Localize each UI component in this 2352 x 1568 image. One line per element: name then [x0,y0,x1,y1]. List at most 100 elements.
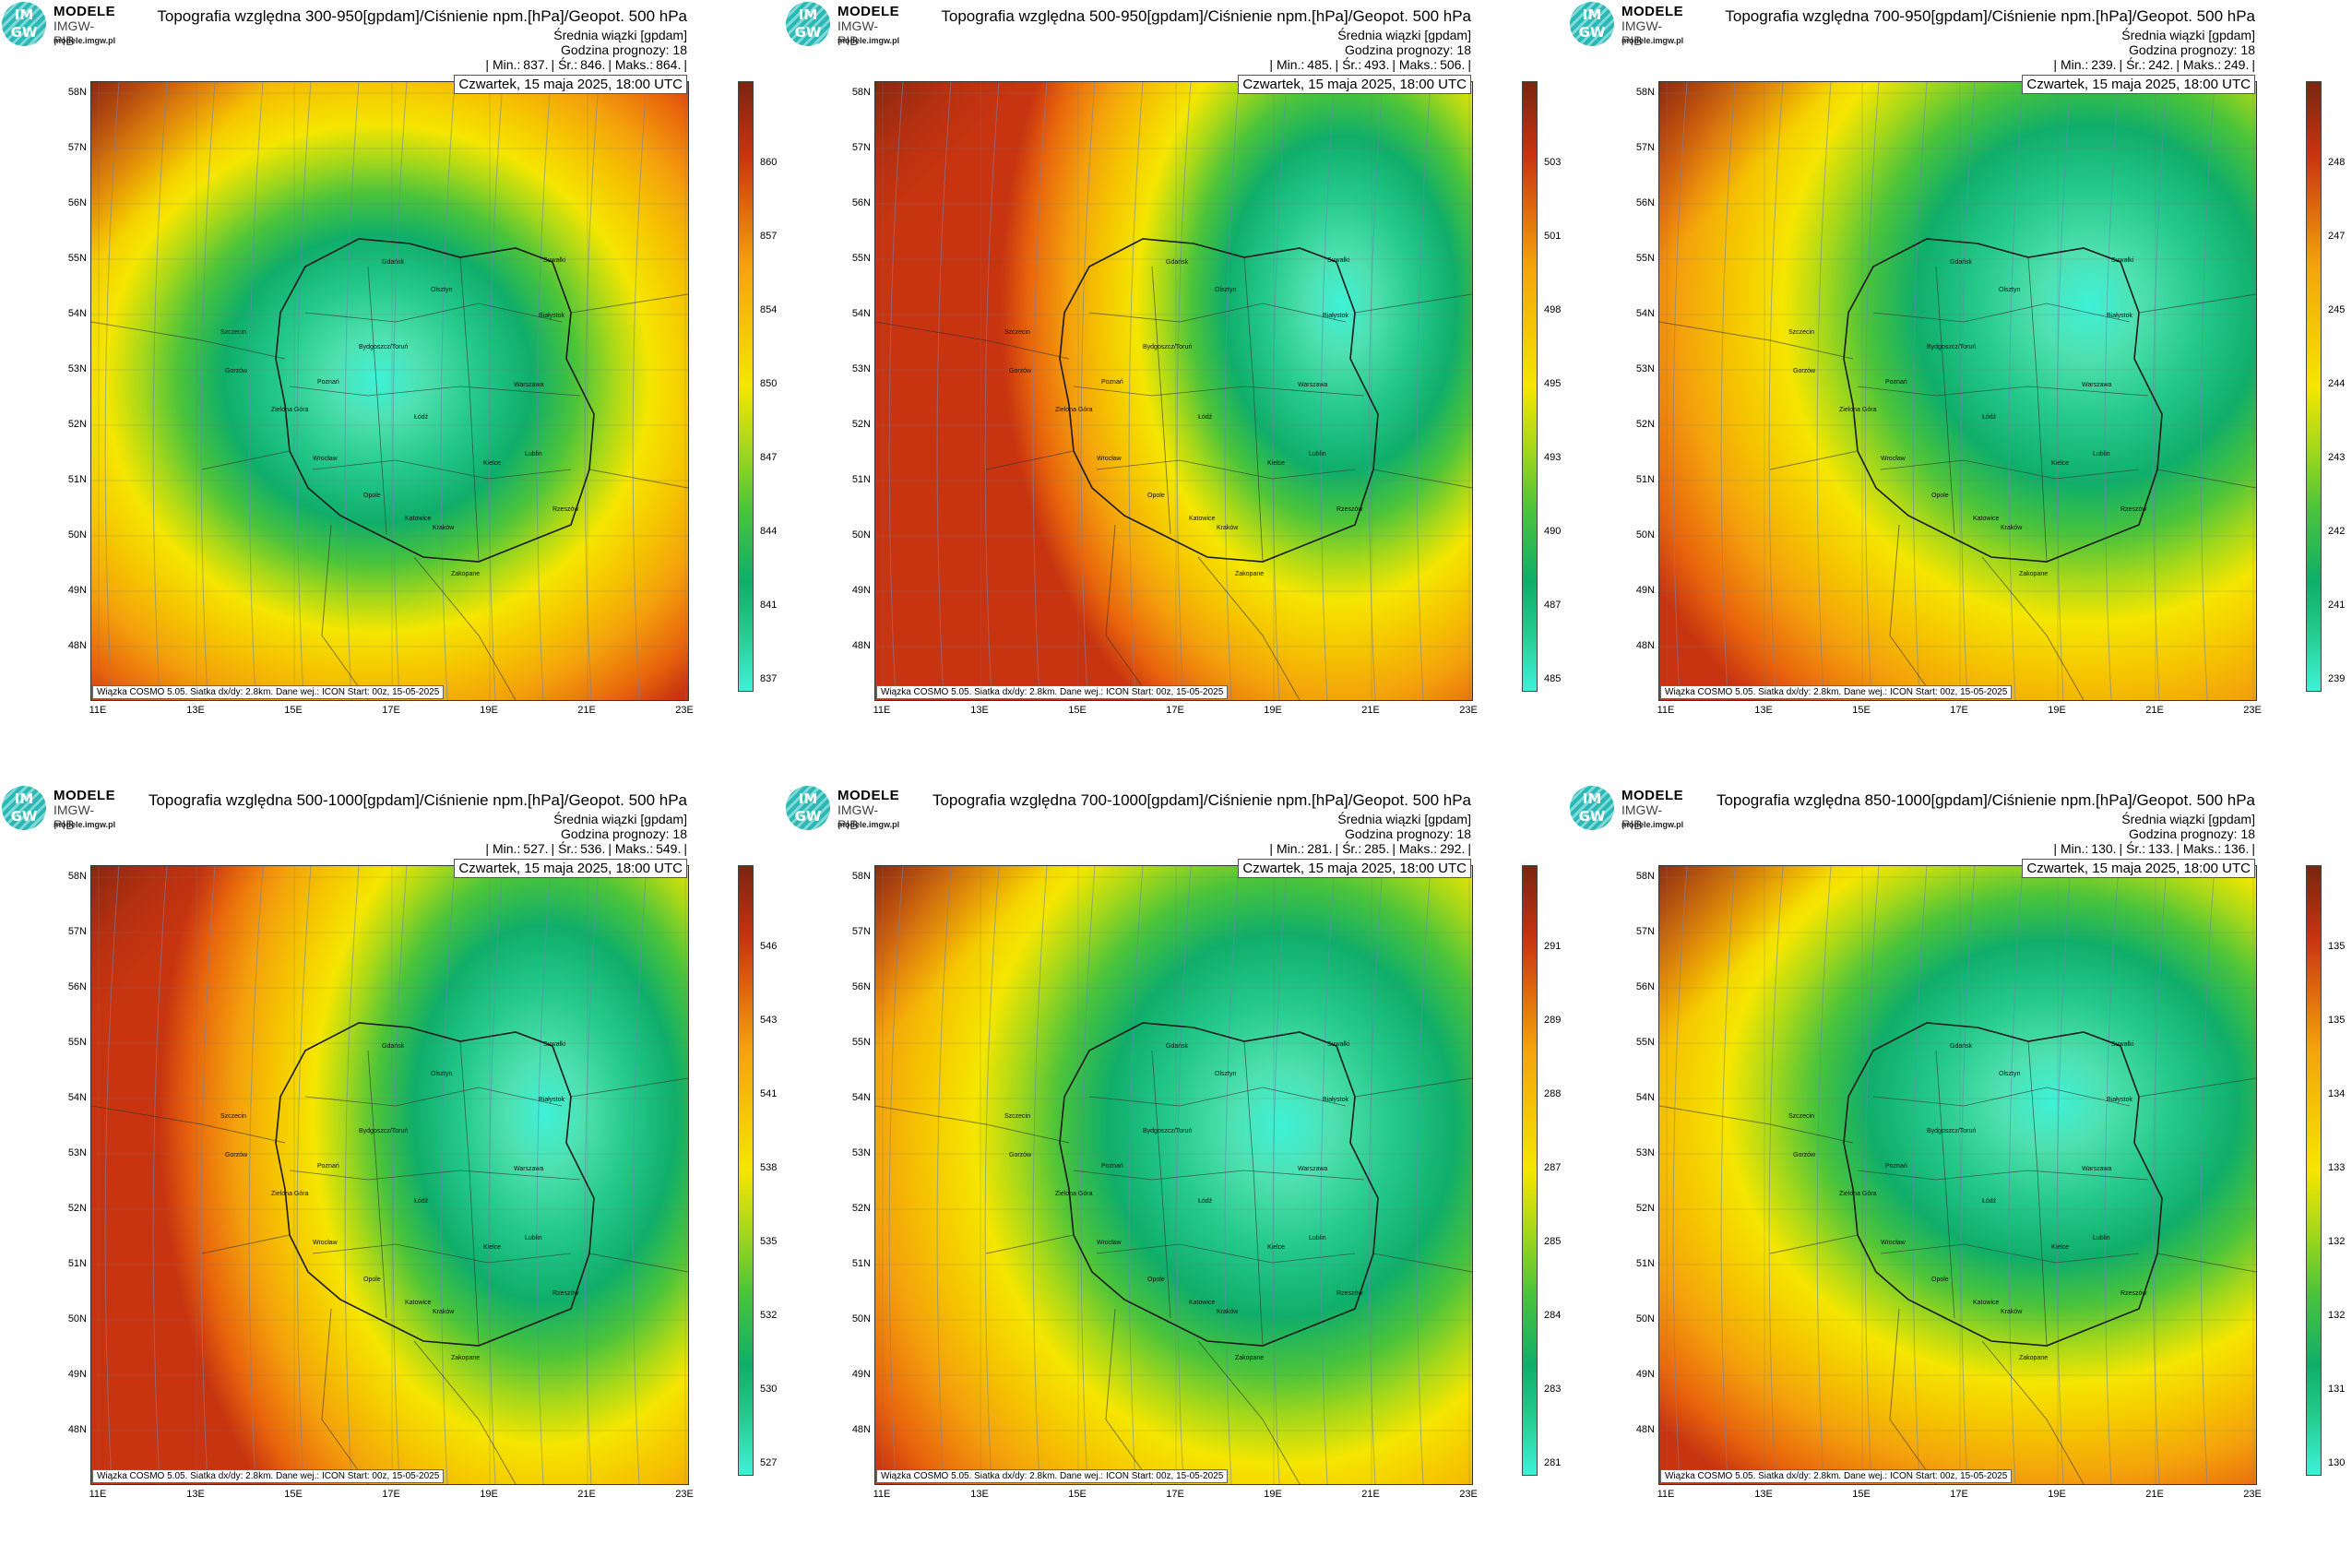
latitude-label: 58N [851,87,871,98]
country-border [1354,1077,1472,1098]
colorbar-label: 532 [760,1310,778,1321]
colorbar-label: 493 [1544,452,1562,463]
region-border [312,459,572,480]
isobar-line [888,866,904,1484]
imgw-logo: IM GW MODELE IMGW-PIB modele.imgw.pl [786,786,899,834]
latitude-label: 52N [67,1203,87,1214]
isobar-line [200,82,216,700]
map-canvas [91,82,688,700]
isobar-line [632,866,647,1484]
forecast-map: Gdańsk Olsztyn Białystok Szczecin Bydgoszcz/… [90,865,689,1485]
isobar-line [1768,82,1784,700]
stats-item: | Maks.: [608,841,654,856]
map-canvas [1659,866,2256,1484]
latitude-label: 53N [1635,363,1655,374]
city-label: Gdańsk [1950,1043,1973,1050]
isobar-line [1224,866,1240,1484]
stats-line: | Min.: 527. | Śr.: 536. | Maks.: 549. | [482,841,687,856]
isobar-line [392,866,408,1484]
region-border [459,256,480,563]
forecast-hour: Godzina prognozy: 18 [2129,42,2255,57]
latitude-label: 57N [1635,926,1655,937]
colorbar-label: 503 [1544,157,1562,168]
stats-line: | Min.: 130. | Śr.: 133. | Maks.: 136. | [2050,841,2255,856]
city-label: Kielce [483,460,502,467]
city-label: Gorzów [1009,1152,1032,1158]
isobar-line [2104,866,2120,1484]
city-label: Opole [363,493,381,499]
colorbar-label: 134 [2328,1088,2346,1099]
country-border [875,1105,1070,1144]
valid-date: Czwartek, 15 maja 2025, 18:00 UTC [1238,859,1471,878]
isobar-line [2056,82,2072,700]
isobar-line [1912,82,1928,700]
isobar-line [1720,866,1736,1484]
city-label: Lublin [1309,451,1326,457]
stats-item: 239. [2091,57,2117,72]
city-label: Zielona Góra [1055,1191,1093,1197]
latitude-label: 54N [1635,1092,1655,1103]
colorbar-label: 288 [1544,1088,1562,1099]
isobar-line [984,82,1000,700]
stats-item: 536. [580,841,606,856]
country-border [1659,1105,1854,1144]
stats-item: | Min.: [2053,841,2089,856]
ensemble-label: Średnia wiązki [gpdam] [1337,28,1471,42]
stats-item: 846. [580,57,606,72]
city-label: Kraków [1217,525,1239,531]
region-border [2027,256,2048,563]
latitude-label: 55N [851,1037,871,1048]
imgw-logo-icon: IM GW [1570,2,1614,46]
city-label: Szczecin [1004,329,1031,336]
region-border [1872,1087,2131,1107]
city-label: Zakopane [451,1355,481,1361]
country-border [1981,556,2085,700]
country-border [588,469,688,489]
region-border [1872,303,2131,323]
latitude-label: 56N [67,197,87,208]
city-label: Bydgoszcz/Toruń [359,1128,409,1134]
city-label: Szczecin [1788,1113,1815,1120]
panel-title: Topografia względna 850-1000[gpdam]/Ciśn… [1716,791,2255,809]
colorbar-label: 130 [2328,1457,2346,1468]
imgw-logo: IM GW MODELE IMGW-PIB modele.imgw.pl [1570,786,1684,834]
logo-mark-top: IM [798,6,818,23]
colorbar [2306,81,2322,692]
country-border [1769,1234,1859,1254]
colorbar [1522,81,1538,692]
ensemble-label: Średnia wiązki [gpdam] [1337,812,1471,826]
longitude-label: 21E [2145,705,2164,716]
latitude-label: 57N [67,142,87,153]
country-border [2156,469,2256,489]
city-label: Suwałki [1327,1041,1350,1048]
city-label: Poznań [1101,379,1123,386]
forecast-hour: Godzina prognozy: 18 [1345,42,1471,57]
colorbar-label: 244 [2328,378,2346,389]
forecast-map: Gdańsk Olsztyn Białystok Szczecin Bydgoszcz/… [1658,865,2257,1485]
isobar-line [1032,82,1048,700]
latitude-label: 55N [851,253,871,264]
country-border [201,450,291,470]
field-shading-corner [91,866,688,1484]
latitude-label: 58N [1635,87,1655,98]
latitude-label: 48N [1635,640,1655,651]
city-label: Olsztyn [1215,1071,1237,1077]
panel-title: Topografia względna 500-1000[gpdam]/Ciśn… [148,791,687,809]
longitude-label: 17E [1950,705,1968,716]
latitude-label: 56N [67,981,87,992]
latitude-label: 49N [851,1369,871,1380]
colorbar-label: 289 [1544,1015,1562,1026]
panel-title: Topografia względna 300-950[gpdam]/Ciśni… [157,7,687,25]
isobar-line [2008,82,2024,700]
panel-title: Topografia względna 700-1000[gpdam]/Ciśn… [932,791,1471,809]
latitude-label: 49N [851,585,871,596]
longitude-label: 21E [1361,705,1380,716]
colorbar-label: 242 [2328,526,2346,537]
isobar-line [1768,866,1784,1484]
colorbar-label: 854 [760,304,778,315]
colorbar-label: 241 [2328,600,2346,611]
logo-brand: MODELE [1621,788,1684,803]
city-label: Gorzów [1793,368,1816,374]
city-label: Kielce [483,1244,502,1251]
colorbar-label: 847 [760,452,778,463]
